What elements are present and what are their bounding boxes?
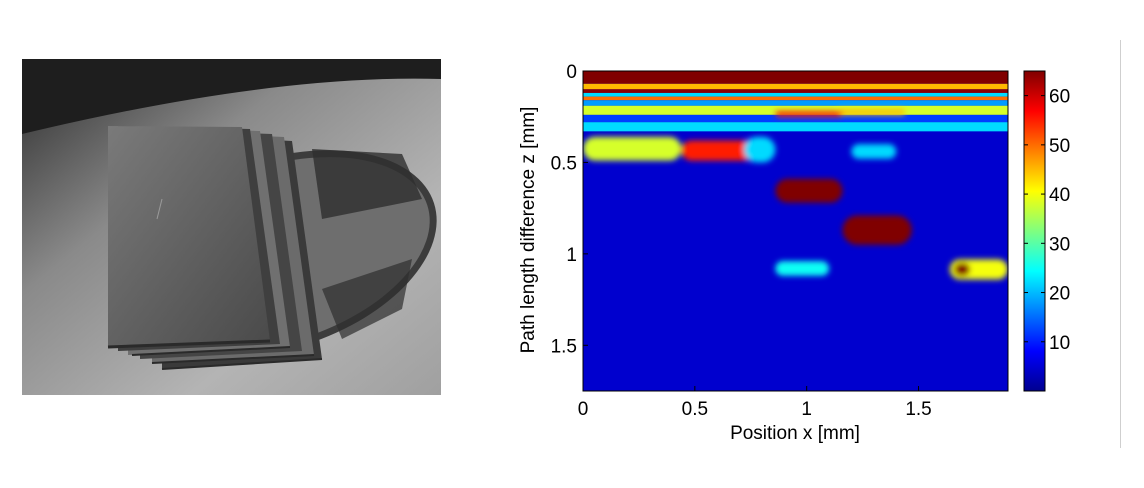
y-axis-label: Path length difference z [mm] (518, 107, 539, 354)
plot-frame (582, 70, 1009, 392)
heatmap-plot-area (583, 71, 1008, 391)
heatmap-band (583, 89, 1008, 93)
heatmap-hotspot (851, 144, 897, 159)
colorbar (1023, 70, 1046, 392)
heatmap-bands (583, 71, 1008, 132)
x-tick-label: 0.5 (682, 399, 708, 420)
heatmap-band (583, 71, 1008, 84)
y-tick-label: 1.5 (551, 336, 577, 357)
y-tick-label: 1 (566, 245, 577, 266)
heatmap-band (583, 114, 1008, 123)
heatmap-hotspot (583, 136, 682, 161)
x-tick-label: 1 (801, 399, 812, 420)
x-tick-label: 1.5 (905, 399, 931, 420)
heatmap-hotspots (583, 109, 1008, 280)
colorbar-tick-label: 10 (1049, 333, 1070, 354)
heatmap-hotspot (681, 140, 756, 161)
right-divider (1120, 40, 1121, 448)
colorbar-tick-label: 40 (1049, 185, 1070, 206)
heatmap-hotspot (954, 263, 970, 276)
x-axis-label: Position x [mm] (730, 423, 860, 444)
sample-photo (22, 59, 441, 395)
heatmap-hotspot (775, 111, 843, 117)
heatmap-band (583, 122, 1008, 132)
x-tick-label: 0 (578, 399, 589, 420)
heatmap-band (583, 83, 1008, 90)
heatmap-hotspot (842, 215, 912, 245)
colorbar-tick-label: 50 (1049, 136, 1070, 157)
heatmap-band (583, 96, 1008, 101)
heatmap-hotspot (744, 136, 776, 163)
heatmap-hotspot (775, 261, 830, 276)
heatmap-band (583, 100, 1008, 106)
heatmap-band (583, 92, 1008, 97)
y-axis-ticks: 0 0.5 1 1.5 (551, 62, 588, 357)
colorbar-ticks: 10 20 30 40 50 60 (1024, 87, 1070, 354)
y-tick-label: 0 (566, 62, 577, 83)
colorbar-tick-label: 60 (1049, 87, 1070, 108)
colorbar-tick-label: 20 (1049, 284, 1070, 305)
heatmap-hotspot (775, 178, 843, 203)
heatmap-hotspot (838, 109, 906, 115)
sample-photo-image (22, 59, 441, 395)
y-tick-label: 0.5 (551, 153, 577, 174)
colorbar-tick-label: 30 (1049, 234, 1070, 255)
heatmap-band (583, 105, 1008, 115)
x-axis-ticks: 0 0.5 1 1.5 (578, 386, 932, 420)
